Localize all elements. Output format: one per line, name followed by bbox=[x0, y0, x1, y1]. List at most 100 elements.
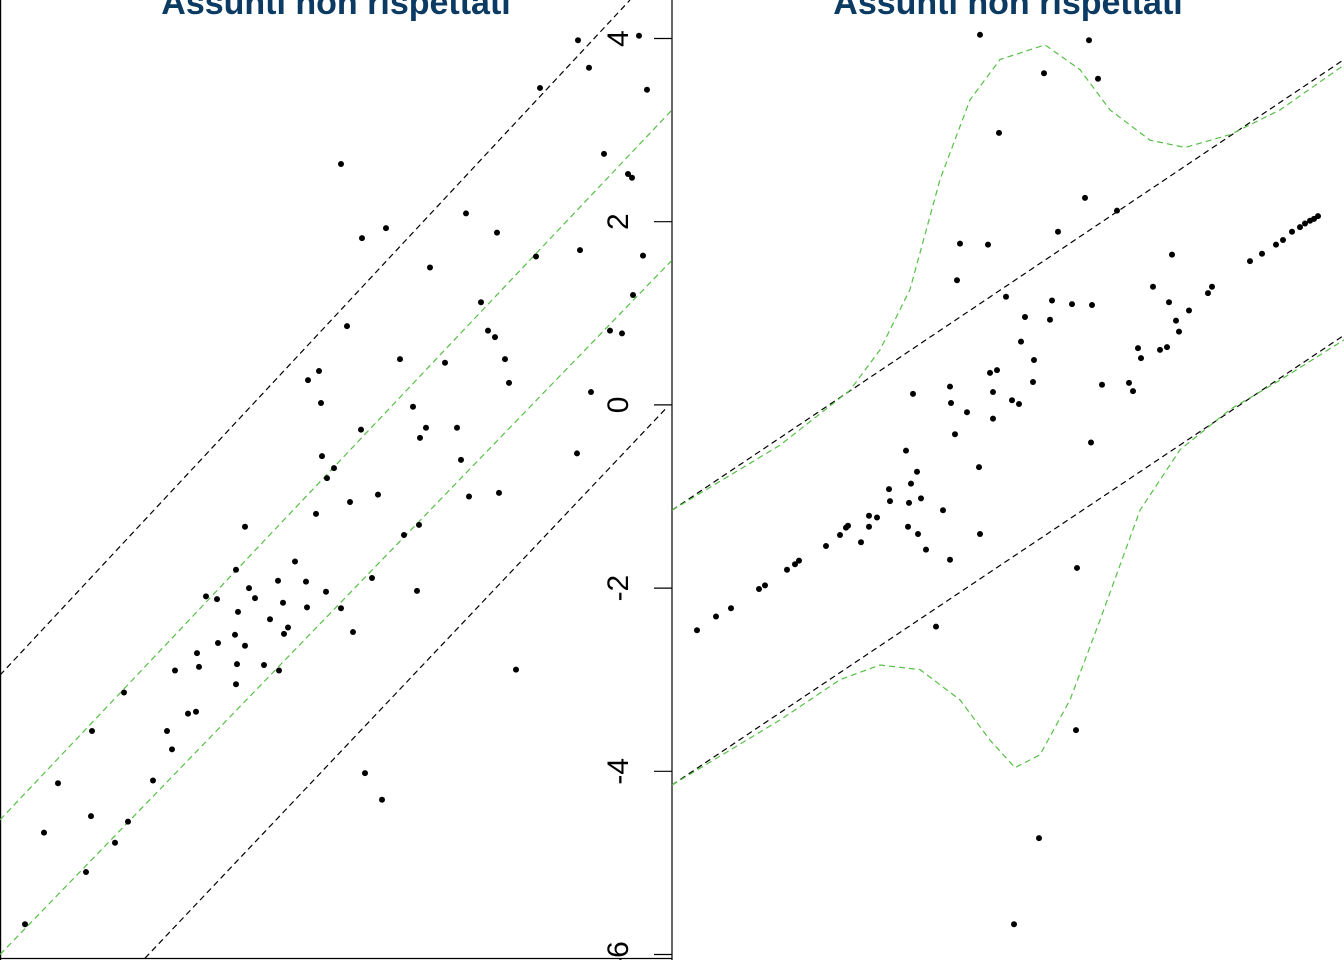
point bbox=[990, 389, 996, 396]
point bbox=[414, 587, 420, 594]
point bbox=[866, 512, 872, 519]
point bbox=[1041, 70, 1047, 77]
point bbox=[947, 383, 953, 390]
point bbox=[1273, 241, 1279, 248]
point bbox=[837, 531, 843, 538]
point bbox=[275, 577, 281, 584]
point bbox=[1095, 75, 1101, 82]
point bbox=[858, 539, 864, 546]
point bbox=[577, 247, 583, 254]
point bbox=[987, 369, 993, 376]
y-tick-label: -4 bbox=[602, 758, 635, 785]
point bbox=[267, 616, 273, 623]
point bbox=[318, 400, 324, 407]
point bbox=[234, 661, 240, 668]
point bbox=[947, 556, 953, 563]
point bbox=[990, 415, 996, 422]
point bbox=[636, 32, 642, 39]
fit-line bbox=[671, 59, 1344, 511]
point bbox=[575, 37, 581, 44]
point bbox=[203, 593, 209, 600]
point bbox=[1099, 381, 1105, 388]
point bbox=[304, 604, 310, 611]
fit-line bbox=[0, 109, 673, 821]
point bbox=[1082, 194, 1088, 201]
point bbox=[1173, 317, 1179, 324]
point bbox=[172, 667, 178, 674]
point bbox=[316, 367, 322, 374]
point bbox=[1315, 213, 1321, 220]
point bbox=[292, 558, 298, 565]
point bbox=[886, 486, 892, 493]
y-tick-label: -2 bbox=[602, 575, 635, 602]
point bbox=[359, 235, 365, 242]
point bbox=[347, 498, 353, 505]
point bbox=[427, 264, 433, 271]
point bbox=[492, 334, 498, 341]
point bbox=[713, 613, 719, 620]
point bbox=[319, 453, 325, 460]
point bbox=[478, 299, 484, 306]
point bbox=[762, 582, 768, 589]
point bbox=[1280, 237, 1286, 243]
point bbox=[823, 542, 829, 549]
point bbox=[1069, 301, 1075, 308]
point bbox=[513, 666, 519, 673]
point bbox=[281, 630, 287, 637]
point bbox=[169, 746, 175, 753]
point bbox=[607, 327, 613, 334]
point bbox=[845, 522, 851, 529]
point bbox=[323, 588, 329, 595]
point bbox=[313, 510, 319, 517]
point bbox=[454, 424, 460, 431]
point bbox=[458, 456, 464, 463]
point bbox=[625, 171, 631, 178]
point bbox=[344, 323, 350, 330]
point bbox=[194, 650, 200, 657]
point bbox=[338, 160, 344, 167]
point bbox=[185, 710, 191, 717]
point bbox=[261, 662, 267, 669]
point bbox=[728, 605, 734, 612]
point bbox=[1049, 297, 1055, 304]
point bbox=[1164, 344, 1170, 351]
point bbox=[629, 174, 635, 181]
point bbox=[485, 327, 491, 334]
point bbox=[41, 829, 47, 836]
point bbox=[506, 379, 512, 386]
point bbox=[1055, 228, 1061, 235]
point bbox=[985, 241, 991, 248]
point bbox=[1247, 258, 1253, 265]
point bbox=[1018, 338, 1024, 345]
point bbox=[918, 495, 924, 502]
chart-title: Assunti non rispettati bbox=[833, 0, 1182, 22]
point bbox=[1186, 307, 1192, 314]
point bbox=[125, 818, 131, 825]
point bbox=[410, 403, 416, 410]
point bbox=[915, 531, 921, 538]
point bbox=[1022, 313, 1028, 320]
point bbox=[994, 367, 1000, 374]
point bbox=[1302, 220, 1308, 227]
point bbox=[1089, 302, 1095, 309]
point bbox=[1086, 37, 1092, 44]
point bbox=[164, 727, 170, 734]
point bbox=[792, 561, 798, 568]
fit-line bbox=[671, 334, 1344, 786]
point bbox=[903, 447, 909, 454]
fit-line bbox=[671, 339, 1344, 786]
point bbox=[784, 566, 790, 573]
point bbox=[235, 608, 241, 615]
point bbox=[331, 465, 337, 472]
point bbox=[1259, 250, 1265, 257]
point bbox=[537, 84, 543, 91]
point bbox=[910, 390, 916, 397]
point bbox=[586, 64, 592, 71]
point bbox=[463, 210, 469, 217]
point bbox=[466, 493, 472, 500]
point bbox=[350, 629, 356, 636]
point bbox=[874, 514, 880, 521]
point bbox=[55, 780, 61, 787]
point bbox=[1157, 346, 1163, 353]
